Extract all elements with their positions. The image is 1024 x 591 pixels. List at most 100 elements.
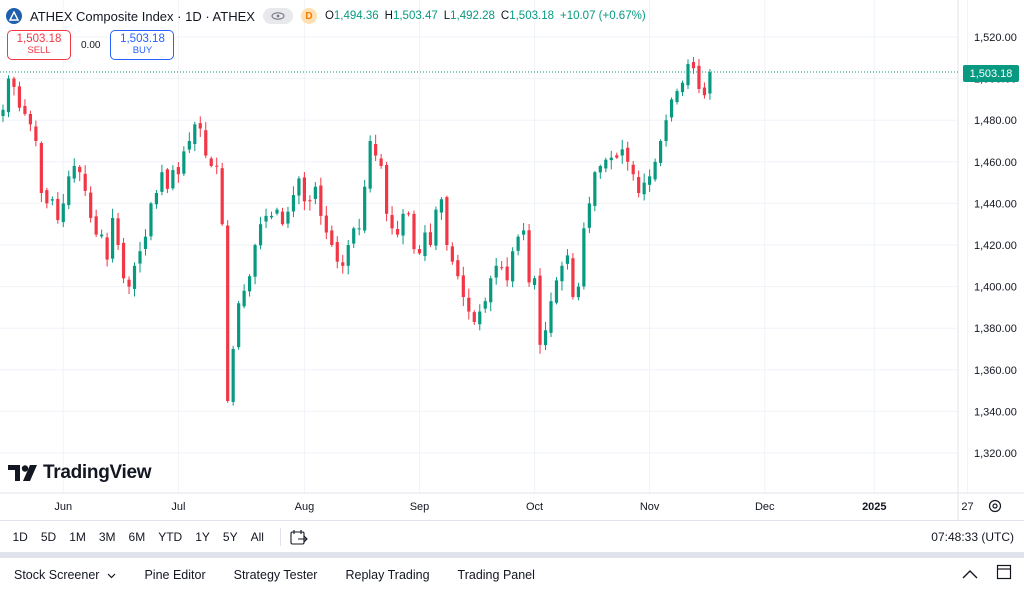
candle-body <box>538 275 542 345</box>
tab-stock-screener[interactable]: Stock Screener <box>0 568 130 582</box>
candle-body <box>653 161 657 180</box>
y-tick-label: 1,460.00 <box>974 157 1017 169</box>
candle-body <box>423 232 427 257</box>
candle-body <box>615 155 619 158</box>
candle-body <box>89 192 93 218</box>
range-button-3m[interactable]: 3M <box>98 529 116 544</box>
candle-body <box>209 158 213 166</box>
candle-body <box>543 330 548 346</box>
x-tick-label: Sep <box>410 501 430 513</box>
candle-body <box>680 82 685 93</box>
last-price-tag: 1,503.18 <box>963 65 1019 82</box>
candle-body <box>313 186 317 199</box>
x-tick-label: Oct <box>526 501 543 513</box>
candle-body <box>434 209 438 246</box>
candle-body <box>483 301 487 309</box>
candle-body <box>12 78 16 87</box>
x-tick-label: 27 <box>961 501 973 513</box>
candle-body <box>165 169 169 189</box>
go-to-date-icon[interactable] <box>289 527 309 547</box>
candle-body <box>237 303 241 348</box>
price-chart[interactable]: 1,520.001,500.001,480.001,460.001,440.00… <box>0 0 1024 520</box>
range-button-5y[interactable]: 5Y <box>222 529 238 544</box>
tab-label: Pine Editor <box>144 567 206 582</box>
maximize-panel-icon[interactable] <box>996 564 1012 585</box>
candle-body <box>691 62 696 69</box>
utc-clock[interactable]: 07:48:33 (UTC) <box>931 529 1014 544</box>
candle-body <box>302 177 306 202</box>
candle-body <box>61 203 65 223</box>
tab-pine-editor[interactable]: Pine Editor <box>130 568 219 582</box>
tab-label: Replay Trading <box>345 567 430 582</box>
range-button-all[interactable]: All <box>250 529 264 544</box>
candle-body <box>56 198 60 221</box>
tab-strategy-tester[interactable]: Strategy Tester <box>220 568 332 582</box>
y-tick-label: 1,340.00 <box>974 406 1017 418</box>
candle-body <box>34 126 38 141</box>
range-button-5d[interactable]: 5D <box>40 529 57 544</box>
range-button-1y[interactable]: 1Y <box>195 529 210 544</box>
candle-body <box>149 203 153 237</box>
chart-settings-gear-icon[interactable] <box>987 498 1003 514</box>
candle-body <box>363 186 367 231</box>
tab-label: Strategy Tester <box>233 567 318 582</box>
candle-body <box>111 217 115 259</box>
y-tick-label: 1,440.00 <box>974 198 1017 210</box>
candle-body <box>275 209 279 214</box>
candle-body <box>500 267 504 269</box>
candle-body <box>143 236 148 249</box>
candle-body <box>522 230 526 235</box>
tab-trading-panel[interactable]: Trading Panel <box>444 568 549 582</box>
candle-body <box>258 224 263 246</box>
candle-body <box>456 260 460 277</box>
collapse-panel-chevron-up-icon[interactable] <box>962 566 978 584</box>
chevron-down-icon[interactable] <box>107 568 116 582</box>
candle-body <box>385 164 389 214</box>
candle-body <box>648 176 652 185</box>
candle-body <box>576 286 580 298</box>
y-tick-label: 1,400.00 <box>974 282 1017 294</box>
ohlc-close: C1,503.18 <box>500 10 554 22</box>
visibility-toggle-icon[interactable] <box>262 8 293 24</box>
candle-body <box>527 230 531 283</box>
candle-body <box>176 167 180 175</box>
candle-body <box>330 230 334 245</box>
candle-body <box>417 249 422 254</box>
candle-body <box>669 99 674 118</box>
delayed-status-badge[interactable]: D <box>300 8 317 24</box>
range-button-1d[interactable]: 1D <box>12 529 28 544</box>
candle-body <box>659 141 663 163</box>
buy-button[interactable]: 1,503.18 BUY <box>110 30 175 60</box>
candle-body <box>220 168 224 225</box>
range-button-1m[interactable]: 1M <box>69 529 86 544</box>
tradingview-logo[interactable]: TradingView <box>8 462 152 484</box>
y-tick-label: 1,480.00 <box>974 115 1017 127</box>
sell-button[interactable]: 1,503.18 SELL <box>7 30 71 60</box>
candle-body <box>17 86 22 108</box>
candle-body <box>280 211 285 225</box>
ohlc-open: O1,494.36 <box>324 10 379 22</box>
range-button-6m[interactable]: 6M <box>128 529 146 544</box>
ohlc-low: L1,492.28 <box>443 10 495 22</box>
tab-replay-trading[interactable]: Replay Trading <box>331 568 443 582</box>
candle-body <box>450 246 454 262</box>
candle-body <box>675 91 679 103</box>
candle-body <box>626 147 630 162</box>
candle-body <box>253 245 257 277</box>
candle-body <box>379 158 383 166</box>
candle-body <box>28 113 32 125</box>
y-tick-label: 1,420.00 <box>974 240 1017 252</box>
candle-body <box>6 78 11 113</box>
candle-body <box>94 216 98 235</box>
candle-body <box>154 193 159 205</box>
panel-separator <box>0 552 1024 558</box>
candle-body <box>226 225 230 401</box>
symbol-title[interactable]: ATHEX Composite Index · 1D · ATHEX <box>30 8 255 24</box>
x-tick-label: Dec <box>755 501 775 513</box>
candle-body <box>374 143 378 156</box>
candle-body <box>461 275 465 297</box>
candle-body <box>637 177 641 193</box>
range-button-ytd[interactable]: YTD <box>158 529 183 544</box>
candle-body <box>269 215 274 218</box>
candle-body <box>406 213 411 215</box>
